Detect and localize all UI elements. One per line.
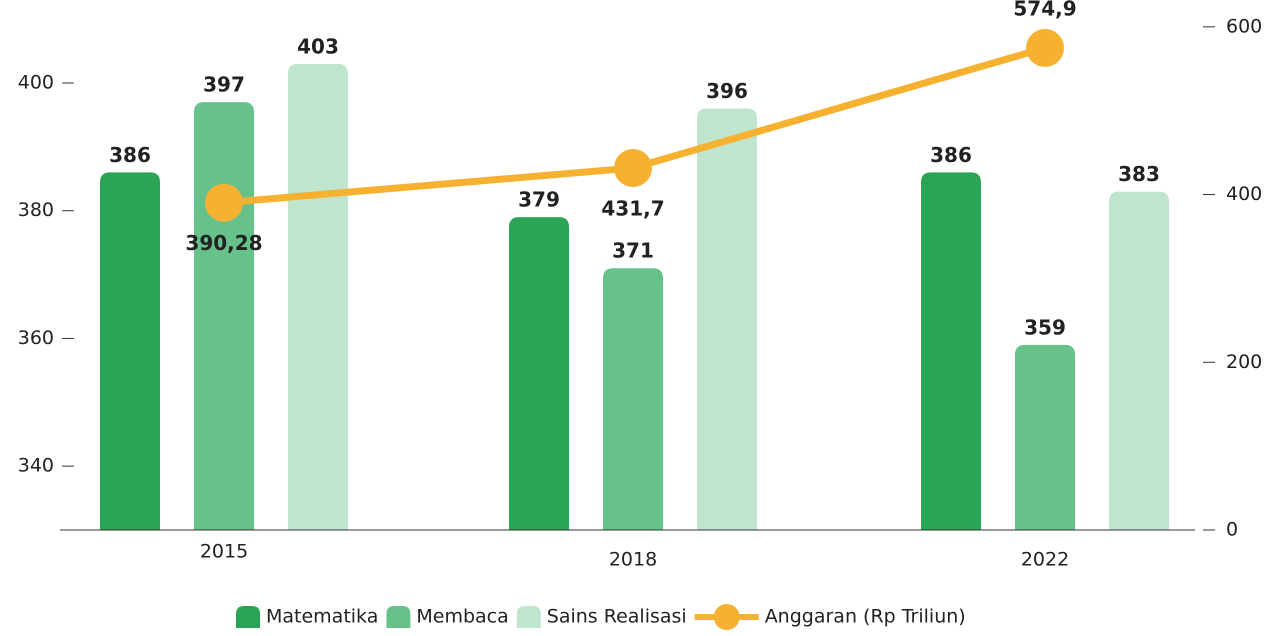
legend-label: Membaca (416, 606, 508, 628)
x-tick-label: 2018 (609, 549, 657, 571)
bar (921, 172, 981, 530)
value-label: 390,28 (185, 231, 262, 255)
value-label: 359 (1024, 315, 1066, 339)
legend-label: Sains Realisasi (547, 606, 687, 628)
y-tick-label: 340 (18, 455, 54, 477)
x-tick-label: 2015 (200, 541, 248, 563)
value-label: 386 (930, 143, 972, 167)
y2-tick-label: 200 (1226, 351, 1262, 373)
bar (697, 108, 757, 531)
y2-tick-label: 400 (1226, 183, 1262, 205)
value-label: 386 (109, 143, 151, 167)
bar (603, 268, 663, 530)
value-label: 397 (203, 73, 245, 97)
y-tick-label: 380 (18, 199, 54, 221)
legend-swatch (236, 606, 260, 628)
line-point (205, 183, 243, 222)
value-label: 379 (518, 188, 560, 212)
bar (288, 63, 348, 531)
bar (100, 172, 160, 530)
value-label: 383 (1118, 162, 1160, 186)
value-label: 371 (612, 239, 654, 263)
legend-dot (713, 604, 740, 630)
value-label: 574,9 (1013, 0, 1076, 20)
line-point (614, 148, 652, 187)
legend-swatch (386, 606, 411, 628)
legend-swatch (516, 606, 541, 628)
x-tick-label: 2022 (1021, 549, 1069, 571)
bar (1109, 191, 1169, 530)
y2-tick-label: 600 (1226, 15, 1262, 37)
bar (509, 217, 569, 530)
value-label: 431,7 (601, 196, 664, 220)
y-tick-label: 360 (18, 327, 54, 349)
value-label: 403 (297, 34, 339, 58)
bar (194, 102, 254, 531)
value-label: 396 (706, 79, 748, 103)
legend-label: Anggaran (Rp Triliun) (765, 606, 966, 628)
line-point (1026, 28, 1064, 67)
y2-tick-label: 0 (1226, 519, 1238, 541)
bar (1015, 344, 1075, 530)
legend-label: Matematika (266, 606, 378, 628)
y-tick-label: 400 (18, 72, 54, 94)
